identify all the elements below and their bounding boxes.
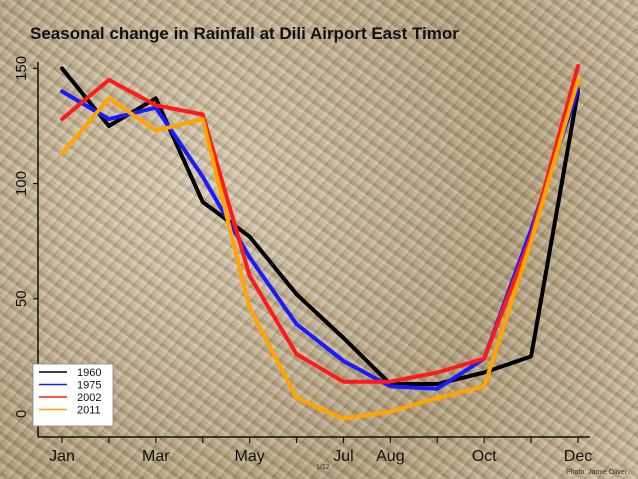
legend-label-1960: 1960: [77, 367, 101, 379]
x-tick-label: Jul: [333, 448, 353, 465]
y-tick-label: 100: [13, 171, 30, 196]
legend-label-1975: 1975: [77, 380, 101, 392]
legend-box: [32, 363, 114, 427]
series-line-1975: [60, 87, 580, 391]
x-tick-label: Aug: [376, 448, 404, 465]
x-tick-label: Jan: [49, 448, 75, 465]
x-tick-label: May: [235, 448, 265, 465]
series-lines: [60, 64, 580, 421]
y-tick-label: 0: [13, 410, 30, 418]
x-tick-label: Dec: [564, 448, 592, 465]
chart-title: Seasonal change in Rainfall at Dili Airp…: [30, 24, 459, 43]
x-tick-label: Mar: [142, 448, 170, 465]
axes: 0 50 100 150 Jan Mar May Jul Aug Oct Dec: [13, 56, 592, 465]
x-tick-label: Oct: [472, 448, 497, 465]
legend-label-2002: 2002: [77, 392, 101, 404]
y-tick-label: 50: [13, 290, 30, 307]
series-line-2002: [60, 64, 580, 384]
page-number: 1/12: [316, 464, 330, 471]
y-tick-label: 150: [13, 56, 30, 81]
series-line-2011: [60, 77, 580, 421]
photo-credit: Photo: Jamie Oliver: [566, 469, 628, 476]
legend-label-2011: 2011: [77, 405, 101, 417]
